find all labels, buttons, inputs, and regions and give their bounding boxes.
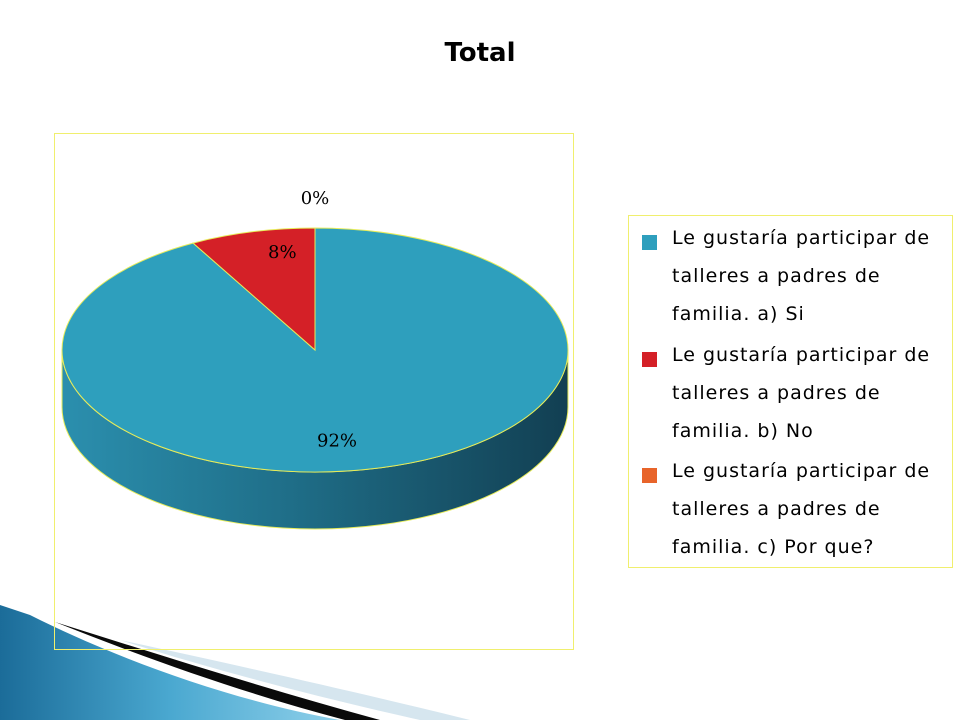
legend-item-no: Le gustaría participar de talleres a pad… <box>639 336 949 451</box>
legend-swatch-si <box>642 235 657 250</box>
legend: Le gustaría participar de talleres a pad… <box>628 215 953 568</box>
legend-item-si: Le gustaría participar de talleres a pad… <box>639 219 949 334</box>
legend-label-si: Le gustaría participar de talleres a pad… <box>672 227 931 325</box>
data-label-si: 92% <box>317 430 357 451</box>
plot-area <box>54 133 574 650</box>
legend-swatch-por-que <box>642 468 657 483</box>
legend-item-por-que: Le gustaría participar de talleres a pad… <box>639 452 949 567</box>
pie-slice-no <box>192 227 316 352</box>
legend-label-no: Le gustaría participar de talleres a pad… <box>672 344 931 442</box>
legend-label-por-que: Le gustaría participar de talleres a pad… <box>672 460 931 558</box>
data-label-no: 8% <box>268 242 297 263</box>
data-label-por-que: 0% <box>301 188 330 209</box>
legend-swatch-no <box>642 352 657 367</box>
chart-title: Total <box>444 38 516 68</box>
